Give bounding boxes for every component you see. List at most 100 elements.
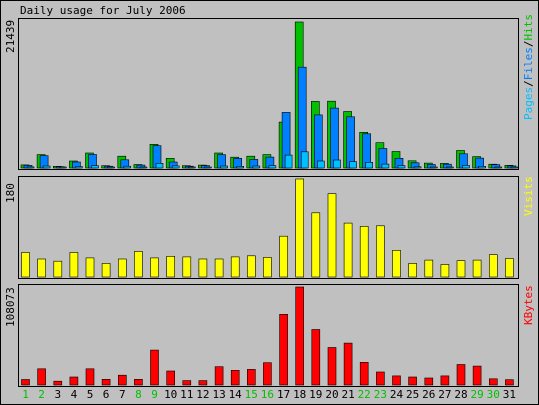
bar-kbytes-day-19 bbox=[311, 329, 321, 386]
bar-kbytes-day-6 bbox=[101, 378, 111, 386]
bar-kbytes-day-29 bbox=[472, 365, 482, 386]
x-label-day-20: 20 bbox=[325, 388, 338, 401]
bar-kbytes-day-15 bbox=[247, 369, 256, 386]
bar-visits-day-13 bbox=[214, 258, 224, 278]
x-label-day-21: 21 bbox=[341, 388, 354, 401]
x-label-day-12: 12 bbox=[196, 388, 209, 401]
panel-kbytes: 108073 KBytes bbox=[4, 284, 535, 387]
bar-visits-day-4 bbox=[69, 252, 79, 278]
bar-visits-day-21 bbox=[343, 222, 353, 278]
bar-pages-day-24 bbox=[397, 165, 406, 169]
bar-visits-day-2 bbox=[37, 258, 46, 278]
bar-kbytes-day-9 bbox=[150, 349, 159, 386]
bar-visits-day-20 bbox=[327, 193, 337, 278]
legend-item-visits: Visits bbox=[522, 176, 535, 216]
bar-kbytes-day-23 bbox=[376, 371, 385, 386]
bar-visits-day-3 bbox=[53, 260, 63, 278]
x-label-day-9: 9 bbox=[151, 388, 158, 401]
bar-kbytes-day-30 bbox=[488, 378, 498, 386]
x-label-day-6: 6 bbox=[103, 388, 110, 401]
bar-files-day-19 bbox=[313, 114, 323, 169]
bar-kbytes-day-22 bbox=[359, 361, 369, 386]
legend-visits: Visits bbox=[522, 176, 535, 216]
legend-item-files: Files bbox=[522, 47, 535, 80]
bar-kbytes-day-21 bbox=[343, 342, 353, 386]
bar-pages-day-13 bbox=[220, 165, 228, 169]
bar-pages-day-26 bbox=[429, 166, 438, 169]
bar-kbytes-day-14 bbox=[230, 369, 240, 386]
x-label-day-14: 14 bbox=[229, 388, 243, 401]
bar-pages-day-15 bbox=[252, 165, 261, 169]
bar-kbytes-day-27 bbox=[440, 375, 450, 386]
bar-kbytes-day-26 bbox=[424, 377, 434, 386]
bars-visits bbox=[21, 178, 514, 278]
bar-kbytes-day-10 bbox=[166, 370, 175, 386]
x-label-day-28: 28 bbox=[454, 388, 467, 401]
bar-pages-day-20 bbox=[333, 159, 341, 169]
bar-kbytes-day-25 bbox=[408, 376, 417, 386]
bar-kbytes-day-18 bbox=[295, 286, 305, 386]
x-label-day-15: 15 bbox=[245, 388, 258, 401]
bar-kbytes-day-4 bbox=[69, 376, 79, 386]
x-label-day-7: 7 bbox=[119, 388, 126, 401]
x-label-day-1: 1 bbox=[22, 388, 29, 401]
bar-visits-day-9 bbox=[150, 257, 159, 278]
bar-pages-day-23 bbox=[381, 163, 390, 169]
bar-visits-day-29 bbox=[472, 259, 482, 278]
bar-visits-day-7 bbox=[118, 258, 127, 278]
bar-pages-day-19 bbox=[316, 160, 325, 169]
x-label-day-23: 23 bbox=[374, 388, 387, 401]
bar-pages-day-16 bbox=[268, 165, 277, 169]
bar-pages-day-29 bbox=[478, 166, 486, 169]
bar-pages-day-7 bbox=[123, 165, 132, 169]
bar-pages-day-4 bbox=[75, 166, 83, 169]
bar-kbytes-day-17 bbox=[279, 313, 288, 386]
bar-visits-day-23 bbox=[376, 225, 385, 278]
bar-visits-day-8 bbox=[134, 251, 143, 278]
bar-kbytes-day-5 bbox=[85, 368, 95, 386]
bar-visits-day-27 bbox=[440, 264, 450, 278]
bar-pages-day-22 bbox=[365, 162, 374, 169]
bar-pages-day-18 bbox=[300, 151, 309, 169]
bar-pages-day-27 bbox=[446, 166, 454, 169]
bar-files-day-20 bbox=[330, 107, 339, 169]
x-label-day-22: 22 bbox=[358, 388, 371, 401]
bar-visits-day-1 bbox=[21, 252, 30, 278]
bar-visits-day-18 bbox=[295, 178, 305, 278]
y-max-label-hits: 21439 bbox=[4, 20, 17, 53]
x-label-day-29: 29 bbox=[470, 388, 483, 401]
x-label-day-17: 17 bbox=[277, 388, 290, 401]
bar-visits-day-6 bbox=[101, 263, 111, 278]
bar-kbytes-day-11 bbox=[182, 380, 192, 386]
bar-visits-day-31 bbox=[505, 258, 514, 278]
bar-pages-day-3 bbox=[58, 166, 67, 169]
panel-frame-visits bbox=[18, 176, 519, 279]
y-max-label-visits: 180 bbox=[4, 183, 17, 203]
bar-pages-day-1 bbox=[26, 166, 35, 169]
bar-pages-day-6 bbox=[107, 166, 115, 169]
x-label-day-24: 24 bbox=[390, 388, 404, 401]
x-label-day-31: 31 bbox=[503, 388, 516, 401]
bar-kbytes-day-28 bbox=[456, 364, 466, 386]
bar-visits-day-28 bbox=[456, 260, 466, 278]
bar-pages-day-28 bbox=[462, 165, 470, 169]
bar-visits-day-24 bbox=[392, 250, 401, 278]
bar-kbytes-day-1 bbox=[21, 379, 30, 386]
bar-pages-day-10 bbox=[171, 165, 180, 169]
bar-kbytes-day-24 bbox=[392, 375, 401, 386]
bar-kbytes-day-8 bbox=[134, 378, 143, 386]
bar-kbytes-day-20 bbox=[327, 347, 337, 386]
bar-visits-day-19 bbox=[311, 212, 321, 278]
bar-pages-day-11 bbox=[188, 166, 196, 169]
x-label-day-27: 27 bbox=[438, 388, 451, 401]
bar-visits-day-22 bbox=[359, 226, 369, 278]
x-label-day-10: 10 bbox=[164, 388, 177, 401]
x-label-day-3: 3 bbox=[54, 388, 61, 401]
x-label-day-8: 8 bbox=[135, 388, 142, 401]
x-label-day-19: 19 bbox=[309, 388, 322, 401]
bar-pages-day-2 bbox=[42, 165, 51, 169]
panel-frame-hits bbox=[18, 18, 519, 170]
